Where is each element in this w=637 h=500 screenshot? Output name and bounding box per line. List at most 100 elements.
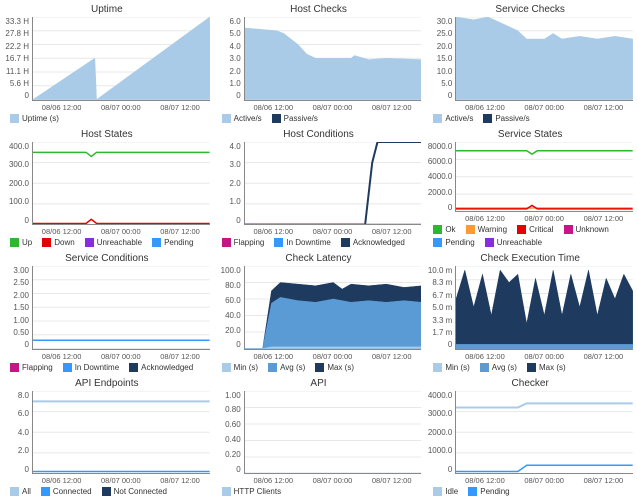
- plot-area[interactable]: [455, 391, 633, 475]
- legend-item[interactable]: Flapping: [222, 238, 265, 247]
- legend-label: Pending: [164, 238, 193, 247]
- legend-item[interactable]: Uptime (s): [10, 114, 59, 123]
- plot-area[interactable]: [244, 391, 422, 475]
- legend-label: HTTP Clients: [234, 487, 281, 496]
- legend-swatch: [341, 238, 350, 247]
- chart-body: 4000.03000.02000.01000.00: [427, 391, 633, 475]
- chart-body: 1.000.800.600.400.200: [216, 391, 422, 475]
- x-tick: 08/07 12:00: [160, 476, 200, 485]
- plot-area[interactable]: [455, 142, 633, 213]
- legend-swatch: [466, 225, 475, 234]
- panel-checkexec: Check Execution Time10.0 m8.3 m6.7 m5.0 …: [427, 253, 633, 372]
- legend: Uptime (s): [4, 112, 210, 123]
- x-axis: 08/06 12:0008/07 00:0008/07 12:00: [427, 350, 633, 361]
- chart-body: 10.0 m8.3 m6.7 m5.0 m3.3 m1.7 m0: [427, 266, 633, 350]
- legend-item[interactable]: Down: [42, 238, 74, 247]
- legend-item[interactable]: In Downtime: [274, 238, 330, 247]
- y-axis: 400.0300.0200.0100.00: [4, 142, 32, 226]
- legend-item[interactable]: Pending: [468, 487, 509, 496]
- legend-swatch: [222, 114, 231, 123]
- y-tick: 1.0: [230, 79, 241, 88]
- chart-wrap: 1.000.800.600.400.20008/06 12:00 08/07 00…: [216, 391, 422, 497]
- legend-label: Acknowledged: [141, 363, 193, 372]
- legend-item[interactable]: Idle: [433, 487, 458, 496]
- y-tick: 0: [236, 340, 240, 349]
- legend-item[interactable]: Max (s): [315, 363, 354, 372]
- legend-item[interactable]: Acknowledged: [129, 363, 193, 372]
- legend: Ok Warning Critical Unknown Pending Unreachab…: [427, 223, 633, 247]
- legend-item[interactable]: HTTP Clients: [222, 487, 281, 496]
- y-tick: 1.00: [225, 391, 241, 400]
- chart-wrap: 30.025.020.015.010.05.0008/06 12:0008/07…: [427, 17, 633, 123]
- x-axis: 08/06 12:0008/07 00:0008/07 12:00: [216, 474, 422, 485]
- legend-item[interactable]: Pending: [433, 238, 474, 247]
- legend-label: Active/s: [234, 114, 262, 123]
- legend-item[interactable]: Active/s: [433, 114, 473, 123]
- y-tick: 8.0: [18, 391, 29, 400]
- legend-item[interactable]: Pending: [152, 238, 193, 247]
- x-axis: 08/06 12:0008/07 00:0008/07 12:00: [4, 350, 210, 361]
- y-tick: 27.8 H: [5, 29, 29, 38]
- plot-area[interactable]: [244, 142, 422, 226]
- legend-item[interactable]: All: [10, 487, 31, 496]
- x-tick: 08/07 00:00: [524, 214, 564, 223]
- x-axis: 08/06 12:0008/07 00:0008/07 12:00: [427, 212, 633, 223]
- plot-area[interactable]: [32, 391, 210, 475]
- legend-item[interactable]: Up: [10, 238, 32, 247]
- y-tick: 40.0: [225, 311, 241, 320]
- legend-item[interactable]: In Downtime: [63, 363, 119, 372]
- legend-item[interactable]: Min (s): [433, 363, 469, 372]
- y-tick: 1.00: [13, 316, 29, 325]
- x-tick: 08/07 12:00: [160, 352, 200, 361]
- legend-item[interactable]: Passive/s: [272, 114, 318, 123]
- legend-swatch: [63, 363, 72, 372]
- y-tick: 0.40: [225, 435, 241, 444]
- legend-item[interactable]: Unknown: [564, 225, 609, 234]
- legend-item[interactable]: Acknowledged: [341, 238, 405, 247]
- chart-body: 8.06.04.02.00: [4, 391, 210, 475]
- panel-title: Service Conditions: [4, 253, 210, 264]
- chart-wrap: 6.05.04.03.02.01.0008/06 12:0008/07 00:0…: [216, 17, 422, 123]
- legend-item[interactable]: Flapping: [10, 363, 53, 372]
- y-tick: 3.3 m: [432, 316, 452, 325]
- legend-item[interactable]: Max (s): [527, 363, 566, 372]
- y-tick: 5.0 m: [432, 303, 452, 312]
- legend-item[interactable]: Unreachable: [85, 238, 142, 247]
- legend-item[interactable]: Not Connected: [102, 487, 167, 496]
- x-tick: 08/07 00:00: [313, 476, 353, 485]
- legend-item[interactable]: Avg (s): [480, 363, 517, 372]
- plot-area[interactable]: [32, 17, 210, 101]
- legend-item[interactable]: Unreachable: [485, 238, 542, 247]
- x-tick: 08/06 12:00: [253, 476, 293, 485]
- y-tick: 80.0: [225, 281, 241, 290]
- y-tick: 400.0: [9, 142, 29, 151]
- legend-swatch: [222, 487, 231, 496]
- y-axis: 30.025.020.015.010.05.00: [427, 17, 455, 101]
- legend-item[interactable]: Avg (s): [268, 363, 305, 372]
- plot-area[interactable]: [455, 266, 633, 350]
- plot-area[interactable]: [244, 266, 422, 350]
- panel-uptime: Uptime33.3 H27.8 H22.2 H16.7 H11.1 H5.6 …: [4, 4, 210, 123]
- x-axis: 08/06 12:0008/07 00:0008/07 12:00: [427, 101, 633, 112]
- legend-item[interactable]: Min (s): [222, 363, 258, 372]
- plot-area[interactable]: [455, 17, 633, 101]
- panel-serviceconditions: Service Conditions 3.002.502.001.501.000.…: [4, 253, 210, 372]
- panel-servicestates: Service States8000.06000.04000.02000.000…: [427, 129, 633, 248]
- legend-label: Critical: [529, 225, 553, 234]
- legend: Active/s Passive/s: [427, 112, 633, 123]
- legend-item[interactable]: Ok: [433, 225, 455, 234]
- plot-area[interactable]: [32, 142, 210, 226]
- legend-item[interactable]: Passive/s: [483, 114, 529, 123]
- chart-wrap: 8.06.04.02.0008/06 12:0008/07 00:0008/07…: [4, 391, 210, 497]
- plot-area[interactable]: [244, 17, 422, 101]
- y-tick: 0: [448, 465, 452, 474]
- legend-label: Pending: [480, 487, 509, 496]
- legend-item[interactable]: Warning: [466, 225, 508, 234]
- legend-item[interactable]: Critical: [517, 225, 553, 234]
- plot-area[interactable]: [32, 266, 210, 350]
- y-tick: 22.2 H: [5, 42, 29, 51]
- chart-body: 3.002.502.001.501.000.500: [4, 266, 210, 350]
- legend-item[interactable]: Active/s: [222, 114, 262, 123]
- chart-wrap: 3.002.502.001.501.000.50008/06 12:0008/0…: [4, 266, 210, 372]
- legend-item[interactable]: Connected: [41, 487, 92, 496]
